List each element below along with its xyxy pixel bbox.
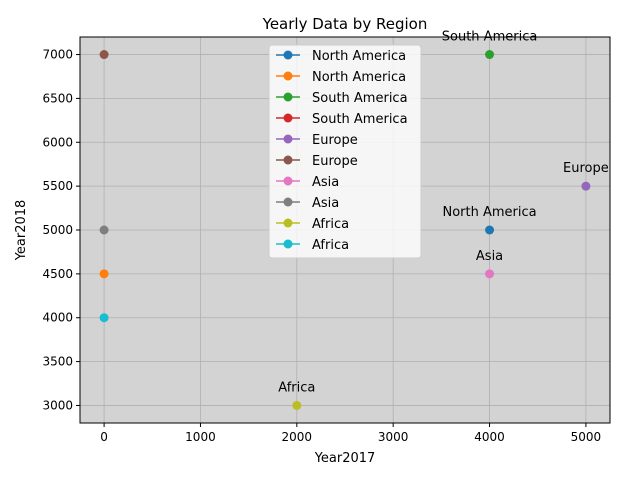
legend-swatch-marker [283, 176, 293, 186]
data-point [485, 225, 495, 235]
y-tick-label: 4000 [42, 311, 73, 325]
chart-title: Yearly Data by Region [262, 15, 428, 33]
y-tick-label: 6000 [42, 135, 73, 149]
legend-swatch-marker [283, 92, 293, 102]
y-tick-label: 6500 [42, 91, 73, 105]
legend-label: Africa [312, 238, 349, 253]
annotations: South America Europe North America Asia Afri… [278, 30, 608, 396]
point-annotation: Africa [278, 380, 315, 395]
legend-label: South America [312, 112, 408, 127]
y-tick-label: 4500 [42, 267, 73, 281]
data-point [581, 181, 591, 191]
x-axis-label: Year2017 [314, 451, 376, 466]
x-tick-label: 1000 [185, 430, 216, 444]
y-tick-label: 3000 [42, 398, 73, 412]
x-tick-label: 5000 [571, 430, 602, 444]
data-point [99, 313, 109, 323]
data-point [292, 400, 302, 410]
legend-label: Europe [312, 133, 358, 148]
legend-label: Europe [312, 154, 358, 169]
series-layer [99, 50, 591, 410]
y-axis: 3000 3500 4000 4500 5000 5500 6000 6500 7000 [42, 48, 80, 412]
y-tick-label: 5000 [42, 223, 73, 237]
legend-swatch-marker [283, 218, 293, 228]
legend-label: Asia [312, 175, 339, 190]
legend-label: Asia [312, 196, 339, 211]
point-annotation: Europe [563, 161, 609, 176]
legend-swatch-marker [283, 71, 293, 81]
y-axis-label: Year2018 [14, 200, 29, 262]
legend-swatch-marker [283, 134, 293, 144]
legend-label: South America [312, 91, 408, 106]
legend-swatch-marker [283, 197, 293, 207]
legend-swatch-marker [283, 50, 293, 60]
data-point [99, 225, 109, 235]
legend-swatch-marker [283, 113, 293, 123]
data-point [485, 269, 495, 279]
data-point [99, 269, 109, 279]
legend-label: North America [312, 70, 406, 85]
x-tick-label: 2000 [282, 430, 313, 444]
y-tick-label: 7000 [42, 48, 73, 62]
x-tick-label: 0 [100, 430, 108, 444]
x-tick-label: 3000 [378, 430, 409, 444]
data-point [485, 50, 495, 60]
point-annotation: South America [442, 30, 538, 45]
legend-swatch-marker [283, 239, 293, 249]
legend-swatch-marker [283, 155, 293, 165]
legend: North America North America South America S… [268, 44, 422, 259]
x-axis: 0 1000 2000 3000 4000 5000 [100, 423, 601, 444]
legend-box [268, 44, 422, 259]
point-annotation: Asia [476, 249, 503, 264]
legend-label: Africa [312, 217, 349, 232]
y-tick-label: 3500 [42, 355, 73, 369]
y-tick-label: 5500 [42, 179, 73, 193]
x-tick-label: 4000 [474, 430, 505, 444]
point-annotation: North America [442, 205, 536, 220]
data-point [99, 50, 109, 60]
legend-label: North America [312, 49, 406, 64]
